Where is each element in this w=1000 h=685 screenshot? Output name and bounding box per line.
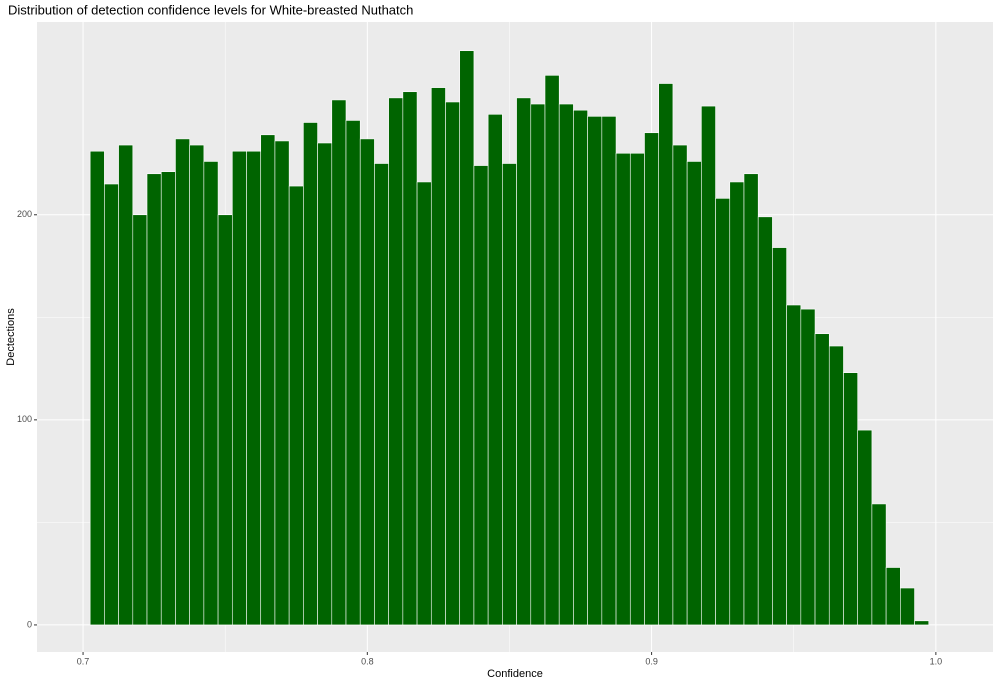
bar (871, 503, 887, 626)
x-tick-label: 0.8 (361, 656, 374, 666)
bar (217, 214, 233, 626)
y-tick-label: 0 (27, 619, 32, 629)
bar (89, 150, 105, 626)
bar (459, 50, 475, 626)
bar (757, 216, 773, 626)
bar (814, 333, 830, 626)
bar (359, 138, 375, 626)
x-tick-label: 0.7 (77, 656, 90, 666)
bar (317, 142, 333, 626)
bar (729, 181, 745, 626)
x-tick-label: 1.0 (930, 656, 943, 666)
bar (231, 150, 247, 626)
bar (160, 171, 176, 626)
bar (587, 116, 603, 626)
bar (445, 101, 461, 626)
bar (601, 116, 617, 626)
bar (629, 152, 645, 626)
bar (615, 152, 631, 626)
bar (246, 150, 262, 626)
bar (104, 183, 119, 626)
y-axis-label: Dectections (5, 308, 17, 366)
bar (857, 429, 873, 626)
bar (743, 173, 759, 626)
bar (331, 99, 347, 626)
bar (701, 105, 716, 626)
bar (416, 181, 432, 626)
bar (715, 198, 731, 626)
bar (132, 214, 148, 626)
y-tick-label: 100 (17, 414, 32, 424)
bar (374, 163, 389, 626)
bar (900, 587, 915, 626)
bar (672, 144, 688, 626)
bar (530, 103, 546, 626)
bar (644, 132, 659, 626)
bar (303, 122, 318, 626)
bar (658, 83, 674, 626)
bar (288, 185, 304, 626)
bar (558, 103, 574, 626)
bar (146, 173, 162, 626)
bar (573, 109, 588, 626)
bar (772, 247, 787, 626)
bar (388, 97, 404, 626)
bar (175, 138, 190, 626)
bar (786, 304, 802, 626)
bar (914, 620, 930, 626)
bar (828, 345, 844, 626)
bar (544, 75, 560, 626)
x-axis-label: Confidence (487, 668, 543, 680)
bar (800, 308, 816, 626)
bar (430, 87, 446, 626)
bar (487, 113, 503, 626)
bar (885, 567, 901, 626)
bar (473, 165, 489, 626)
bar (686, 161, 702, 626)
bar (843, 372, 858, 626)
bar (345, 120, 361, 626)
bar (118, 144, 134, 626)
bar (189, 144, 205, 626)
y-tick-label: 200 (17, 209, 32, 219)
bar (502, 163, 517, 626)
bar (274, 140, 290, 626)
bar (260, 134, 276, 626)
bar (516, 97, 532, 626)
bar (402, 91, 418, 626)
chart-title: Distribution of detection confidence lev… (8, 2, 413, 17)
bar (203, 161, 219, 626)
x-tick-label: 0.9 (645, 656, 658, 666)
